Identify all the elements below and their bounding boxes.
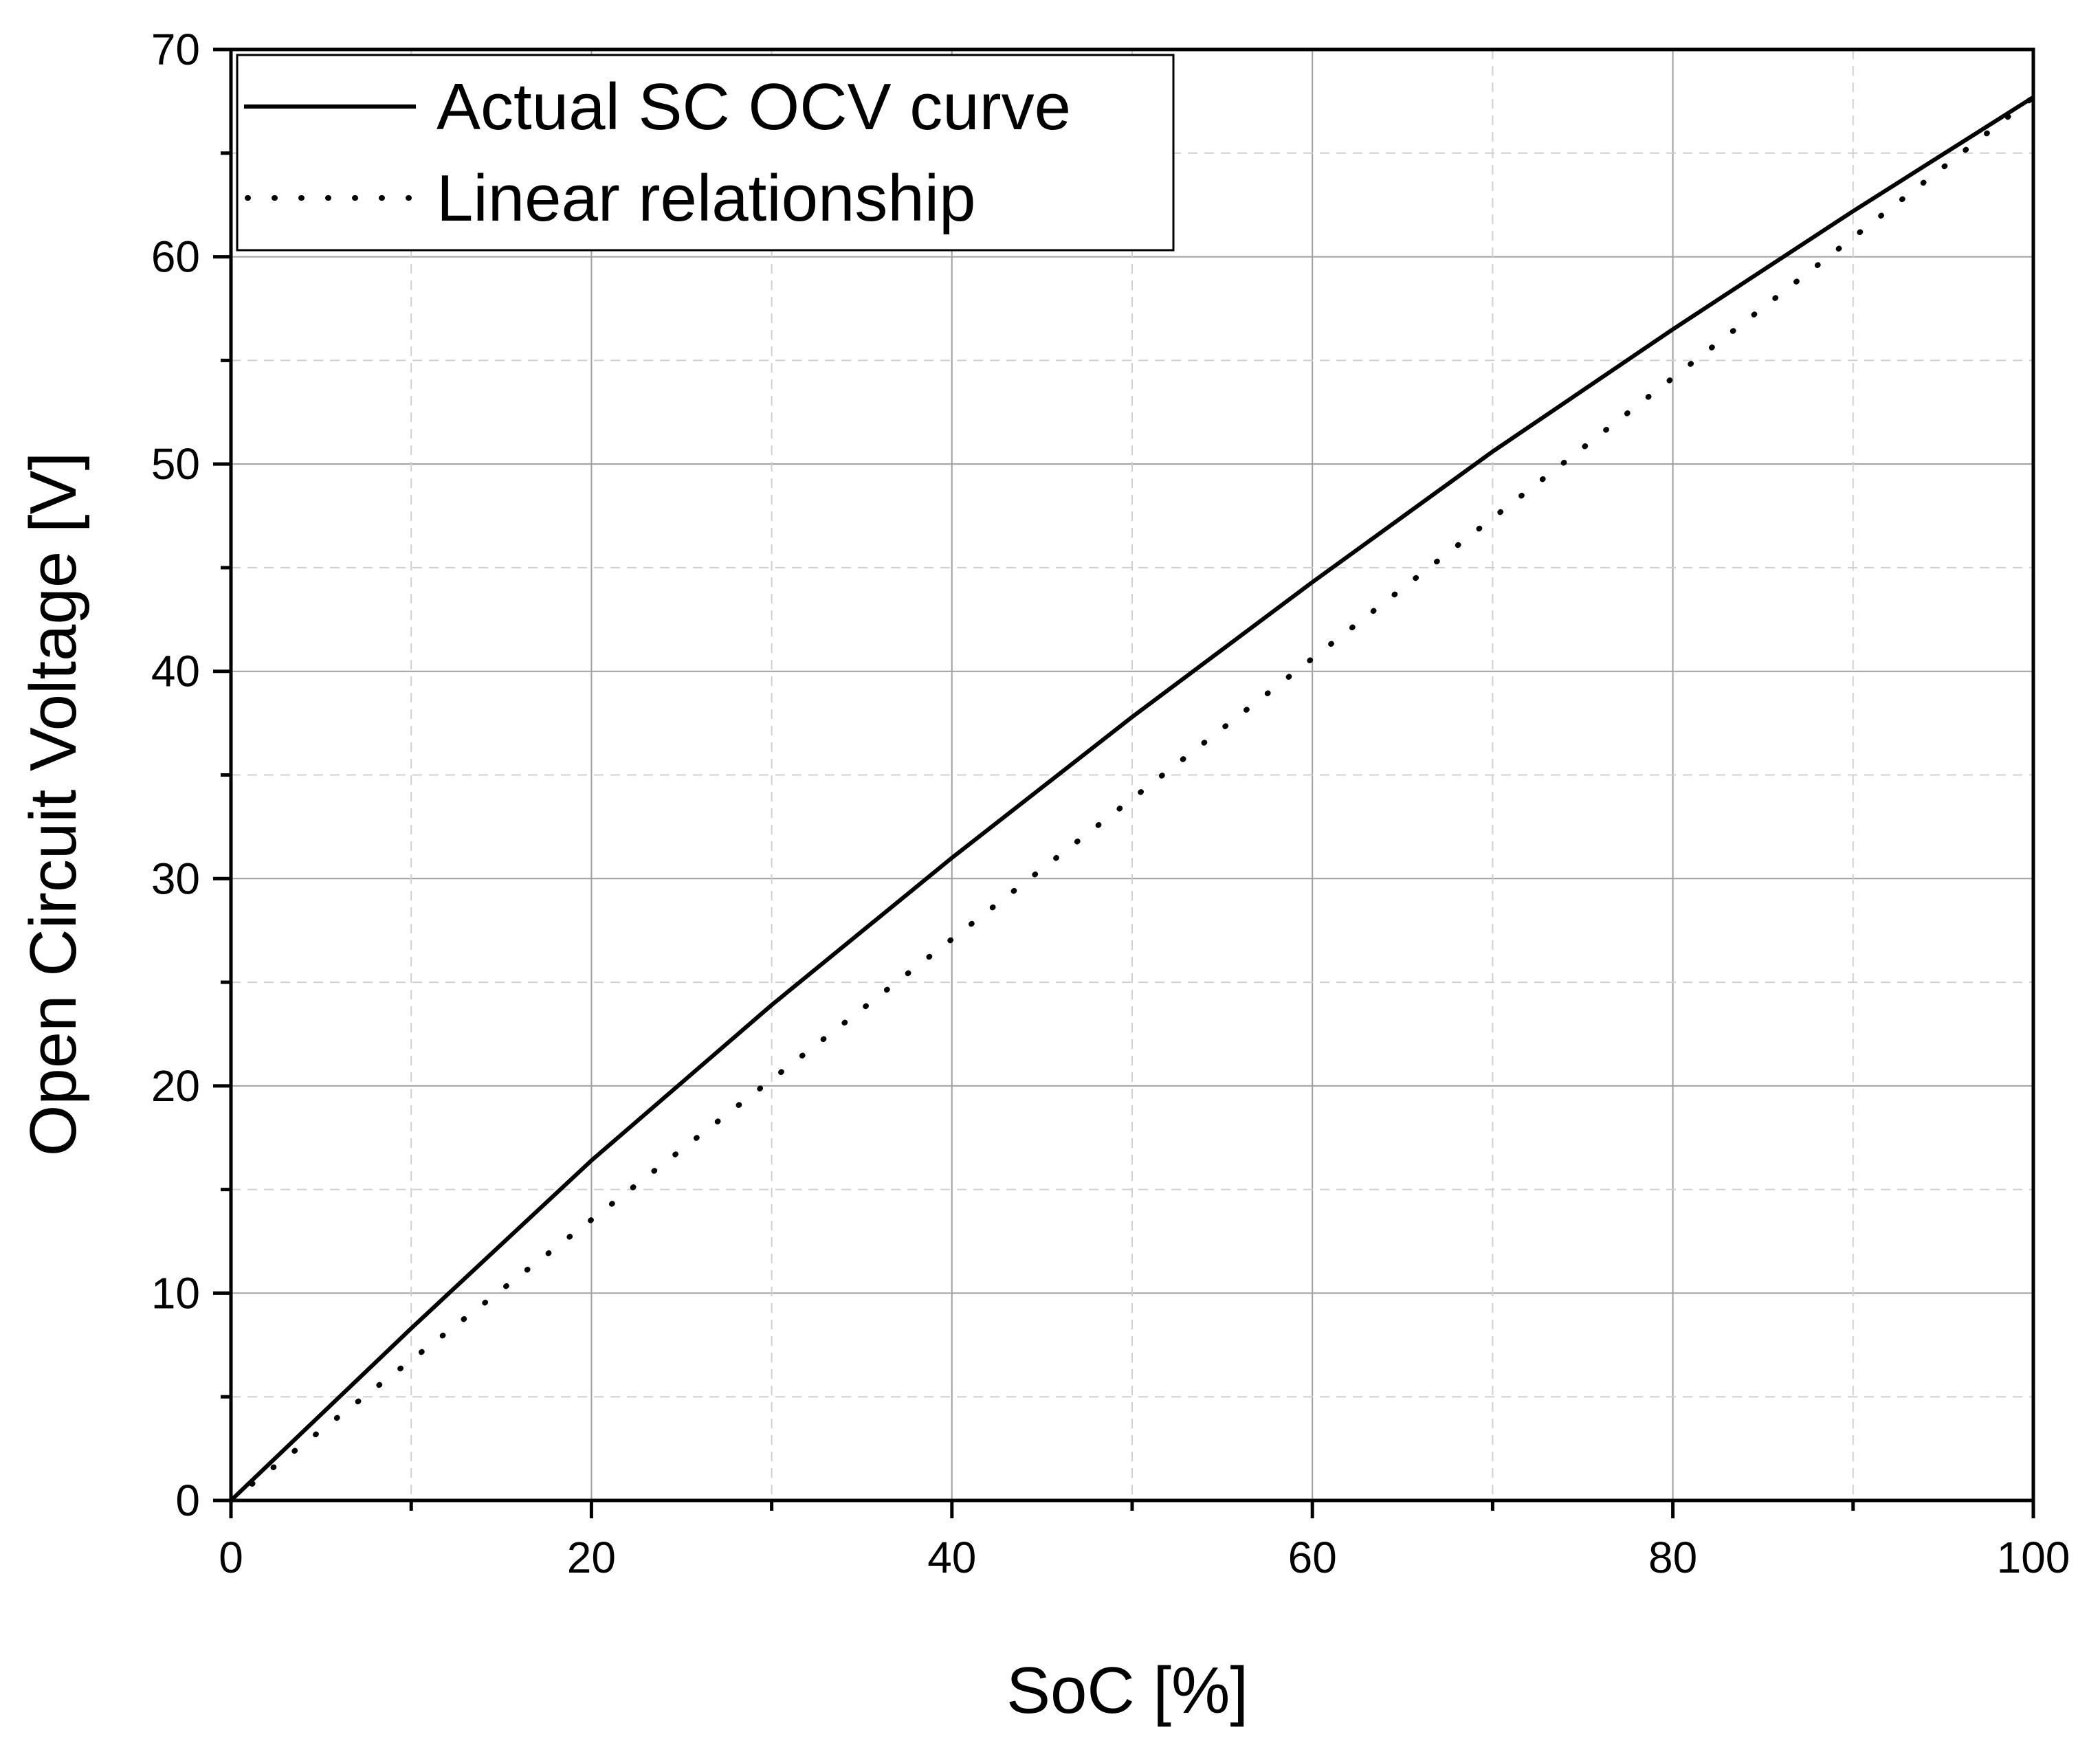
tick-layer: 0 20 40 60 80 100 0 10 20 30 40 50 60 70 bbox=[151, 25, 2070, 1582]
grid-layer bbox=[231, 49, 2033, 1500]
y-tick-label: 0 bbox=[175, 1476, 200, 1525]
y-tick-label: 60 bbox=[151, 232, 200, 282]
series-actual-sc-ocv-curve bbox=[229, 95, 2035, 1502]
series-linear-relationship bbox=[228, 94, 2036, 1503]
x-tick-label: 20 bbox=[567, 1533, 616, 1582]
legend: Actual SC OCV curve Linear relationship bbox=[236, 54, 1175, 252]
y-axis-title: Open Circuit Voltage [V] bbox=[16, 452, 90, 1157]
y-tick-label: 50 bbox=[151, 439, 200, 489]
x-tick-label: 60 bbox=[1288, 1533, 1337, 1582]
legend-label-actual: Actual SC OCV curve bbox=[436, 70, 1071, 144]
x-tick-label: 0 bbox=[219, 1533, 243, 1582]
x-tick-label: 100 bbox=[1997, 1533, 2070, 1582]
y-tick-label: 20 bbox=[151, 1061, 200, 1111]
plot-frame bbox=[229, 47, 2035, 1502]
y-tick-label: 70 bbox=[151, 25, 200, 74]
x-tick-label: 80 bbox=[1648, 1533, 1697, 1582]
y-tick-label: 40 bbox=[151, 647, 200, 696]
y-tick-label: 30 bbox=[151, 854, 200, 903]
legend-box bbox=[236, 54, 1175, 252]
y-tick-label: 10 bbox=[151, 1268, 200, 1318]
legend-label-linear: Linear relationship bbox=[436, 162, 976, 235]
series-layer bbox=[228, 94, 2036, 1503]
x-tick-label: 40 bbox=[927, 1533, 976, 1582]
x-axis-title: SoC [%] bbox=[1006, 1654, 1248, 1727]
